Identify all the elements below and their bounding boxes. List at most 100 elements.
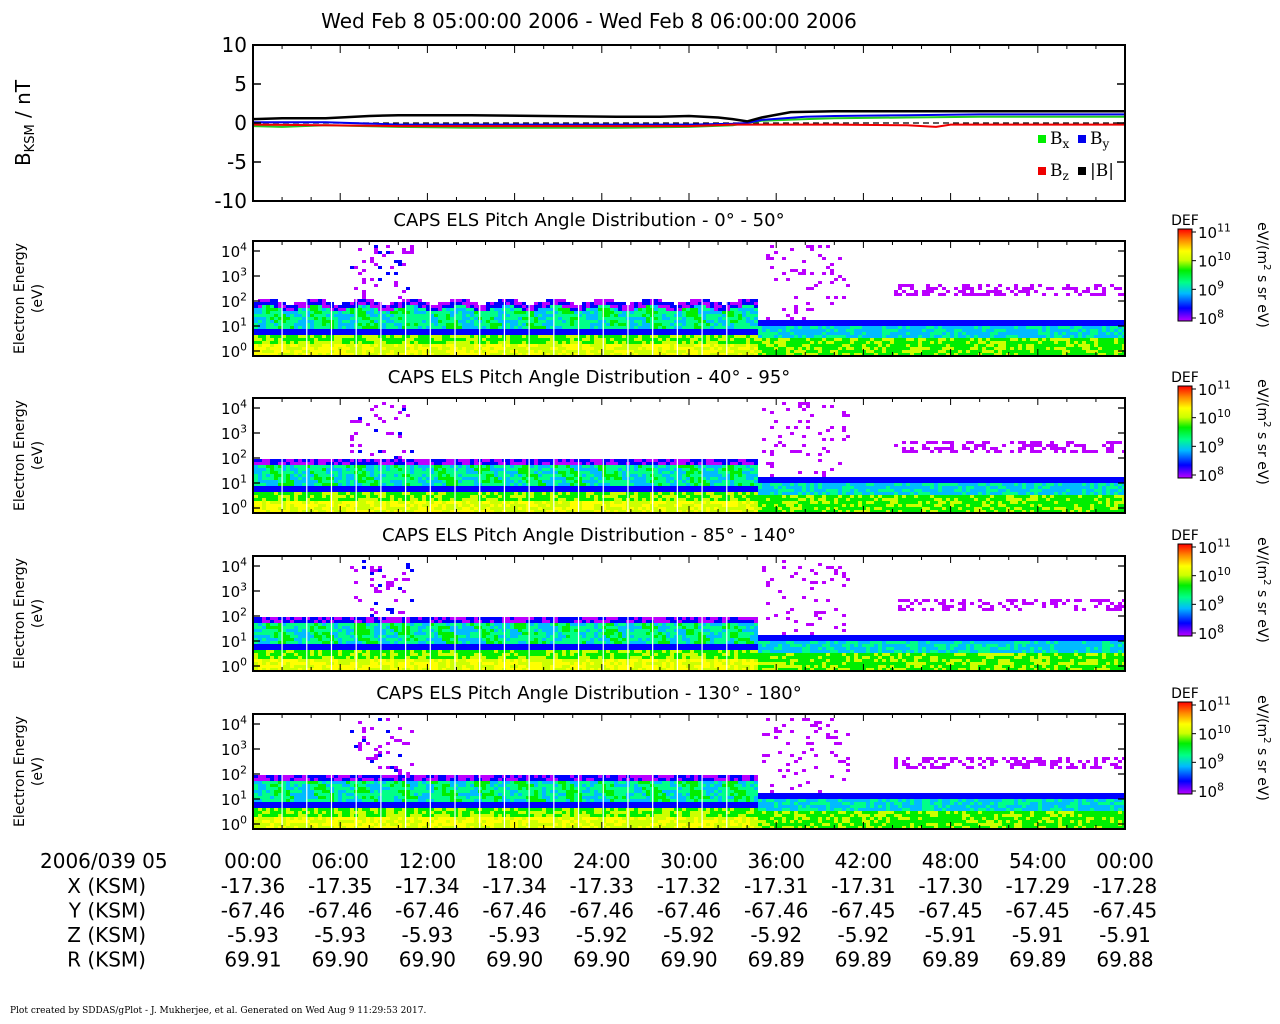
spectrogram-cell: [642, 347, 646, 350]
spectrogram-cell: [398, 263, 402, 266]
spectrogram-cell: [514, 308, 518, 311]
spectrogram-cell: [390, 468, 394, 471]
spectrogram-cell: [646, 317, 650, 320]
spectrogram-cell: [314, 299, 318, 302]
spectrogram-cell: [374, 492, 378, 495]
spectrogram-cell: [422, 492, 426, 495]
spectrogram-cell: [950, 320, 954, 323]
spectrogram-cell: [926, 353, 930, 356]
spectrogram-cell: [366, 338, 370, 341]
spectrogram-cell: [362, 290, 366, 293]
spectrogram-cell: [834, 335, 838, 338]
spectrogram-cell: [562, 314, 566, 317]
spectrogram-cell: [778, 344, 782, 347]
spectrogram-cell: [750, 311, 754, 314]
spectrogram-cell: [482, 311, 486, 314]
spectrogram-cell: [1110, 326, 1114, 329]
spectrogram-cell: [838, 350, 842, 353]
spectrogram-cell: [346, 353, 350, 356]
spectrogram-cell: [850, 323, 854, 326]
spectrogram-cell: [310, 474, 314, 477]
spectrogram-cell: [290, 480, 294, 483]
spectrogram-cell: [906, 344, 910, 347]
spectrogram-cell: [774, 341, 778, 344]
spectrogram-cell: [582, 353, 586, 356]
spectrogram-cell: [1046, 326, 1050, 329]
spectrogram-cell: [474, 317, 478, 320]
spectrogram-cell: [342, 468, 346, 471]
spectrogram-cell: [1078, 326, 1082, 329]
spectrogram-cell: [458, 462, 462, 465]
spectrogram-cell: [506, 468, 510, 471]
spectrogram-cell: [1054, 332, 1058, 335]
spectrogram-cell: [714, 350, 718, 353]
spectrogram-cell: [486, 480, 490, 483]
spectrogram-cell: [422, 317, 426, 320]
spectrogram-cell: [810, 326, 814, 329]
spectrogram-cell: [738, 317, 742, 320]
spectrogram-cell: [358, 510, 362, 513]
spectrogram-cell: [278, 468, 282, 471]
spectrogram-cell: [550, 326, 554, 329]
spectrogram-cell: [758, 320, 762, 323]
spectrogram-cell: [926, 347, 930, 350]
spectrogram-cell: [1034, 320, 1038, 323]
spectrogram-cell: [930, 350, 934, 353]
spectrogram-cell: [858, 350, 862, 353]
spectrogram-cell: [414, 504, 418, 507]
energy-tick-label: 103: [221, 265, 247, 286]
spectrogram-cell: [382, 350, 386, 353]
spectrogram-cell: [510, 347, 514, 350]
spectrogram-cell: [738, 350, 742, 353]
spectrogram-cell: [906, 350, 910, 353]
spectrogram-cell: [322, 504, 326, 507]
spectrogram-cell: [1062, 350, 1066, 353]
spectrogram-cell: [1106, 323, 1110, 326]
spectrogram-cell: [770, 326, 774, 329]
spectrogram-cell: [302, 344, 306, 347]
spectrogram-cell: [442, 308, 446, 311]
spectrogram-cell: [318, 465, 322, 468]
spectrogram-cell: [802, 353, 806, 356]
spectrogram-cell: [1106, 353, 1110, 356]
spectrogram-cell: [342, 350, 346, 353]
spectrogram-cell: [558, 341, 562, 344]
spectrogram-cell: [622, 302, 626, 305]
spectrogram-cell: [998, 323, 1002, 326]
spectrogram-cell: [274, 492, 278, 495]
spectrogram-cell: [798, 326, 802, 329]
spectrogram-cell: [470, 498, 474, 501]
spectrogram-cell: [458, 299, 462, 302]
spectrogram-cell: [382, 311, 386, 314]
spectrogram-cell: [286, 311, 290, 314]
spectrogram-cell: [666, 338, 670, 341]
spectrogram-cell: [406, 492, 410, 495]
spectrogram-cell: [446, 317, 450, 320]
spectrogram-cell: [898, 329, 902, 332]
spectrogram-cell: [306, 510, 310, 513]
spectrogram-cell: [586, 302, 590, 305]
spectrogram-cell: [1002, 326, 1006, 329]
spectrogram-cell: [258, 341, 262, 344]
spectrogram-cell: [418, 305, 422, 308]
spectrogram-cell: [282, 465, 286, 468]
spectrogram-cell: [874, 338, 878, 341]
spectrogram-cell: [738, 311, 742, 314]
spectrogram-cell: [534, 350, 538, 353]
spectrogram-cell: [286, 510, 290, 513]
spectrogram-cell: [266, 474, 270, 477]
spectrogram-cell: [266, 498, 270, 501]
spectrogram-cell: [590, 308, 594, 311]
spectrogram-cell: [930, 323, 934, 326]
spectrogram-cell: [850, 353, 854, 356]
spectrogram-cell: [322, 302, 326, 305]
spectrogram-cell: [758, 323, 762, 326]
spectrogram-cell: [758, 350, 762, 353]
spectrogram-cell: [718, 341, 722, 344]
spectrogram-cell: [434, 480, 438, 483]
spectrogram-cell: [498, 329, 502, 332]
spectrogram-cell: [750, 353, 754, 356]
spectrogram-cell: [558, 332, 562, 335]
spectrogram-cell: [434, 329, 438, 332]
spectrogram-cell: [622, 338, 626, 341]
